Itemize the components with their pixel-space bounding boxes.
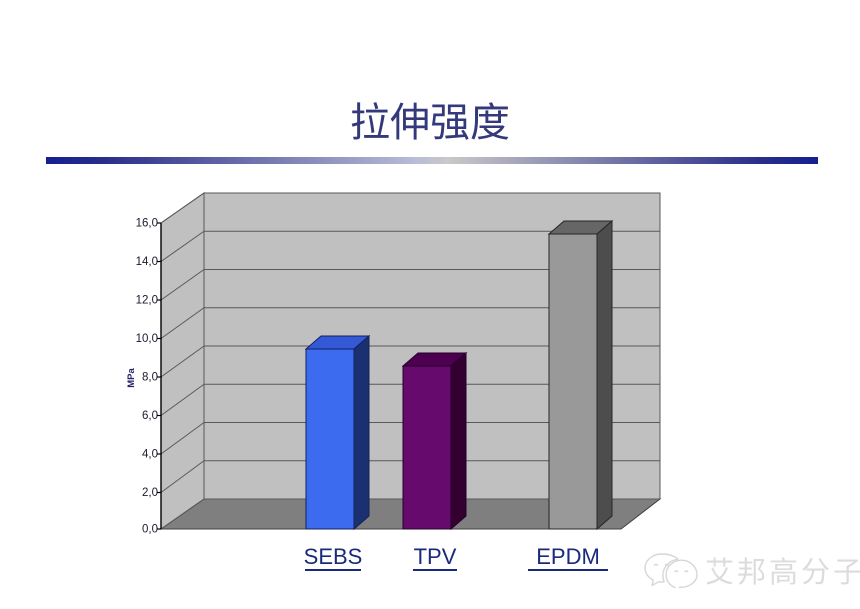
svg-text:12,0: 12,0 (136, 295, 158, 307)
svg-text:SEBS: SEBS (304, 544, 363, 569)
svg-text:4,0: 4,0 (142, 449, 158, 461)
svg-text:TPV: TPV (414, 544, 457, 569)
svg-text:16,0: 16,0 (136, 218, 158, 230)
svg-text:10,0: 10,0 (136, 333, 158, 345)
svg-text:0,0: 0,0 (142, 524, 158, 536)
svg-text:MPa: MPa (126, 368, 137, 388)
svg-text:6,0: 6,0 (142, 410, 158, 422)
svg-text:8,0: 8,0 (142, 372, 158, 384)
svg-text:14,0: 14,0 (136, 256, 158, 268)
svg-text:2,0: 2,0 (142, 487, 158, 499)
svg-text:EPDM: EPDM (536, 544, 600, 569)
